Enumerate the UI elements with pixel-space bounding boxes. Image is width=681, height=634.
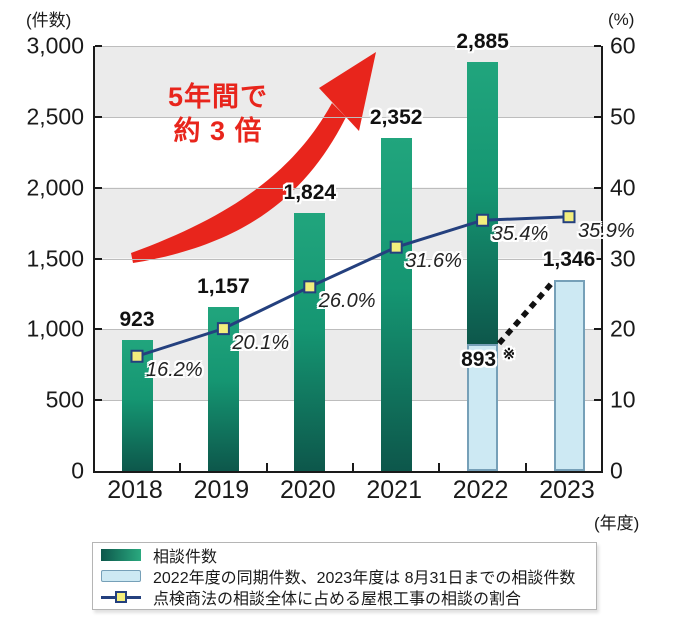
gridline — [95, 400, 601, 402]
left-axis-tick-label: 2,000 — [26, 174, 84, 201]
left-axis-tick-label: 1,000 — [26, 315, 84, 342]
right-axis-tick — [594, 328, 601, 331]
x-axis-tick — [179, 463, 182, 471]
right-axis-unit: (%) — [608, 10, 635, 29]
projection-dashed-arrow — [497, 280, 555, 346]
x-axis-category-label-2023: 2023 — [539, 476, 595, 504]
legend-item-ratio-line: 点検商法の相談全体に占める屋根工事の相談の割合 — [101, 588, 588, 608]
x-axis-category-label-2019: 2019 — [193, 476, 250, 504]
bar-value-label-2020: 1,824 — [283, 180, 337, 204]
growth-annotation-line1: 5年間で — [167, 82, 269, 112]
gridline — [95, 258, 601, 260]
left-axis-tick-label: 0 — [71, 457, 84, 484]
bar-consultations-2022 — [467, 62, 499, 345]
ratio-marker-2019 — [216, 322, 230, 336]
left-axis-tick — [95, 186, 102, 189]
ratio-marker-2023 — [562, 210, 576, 224]
x-axis-unit: (年度) — [594, 514, 640, 533]
plot-area: 923 1,157 1,824 2,352 2,885 1,346 893 ※ 16.2% 20.… — [93, 30, 635, 473]
ratio-value-label-2021: 31.6% — [405, 250, 462, 273]
right-axis-tick-label: 0 — [610, 457, 623, 484]
legend-label: 相談件数 — [153, 549, 218, 566]
ratio-line — [136, 215, 570, 358]
legend-label: 2022年度の同期件数、2023年度は 8月31日までの相談件数 — [153, 570, 576, 587]
left-axis-tick-label: 1,500 — [26, 245, 84, 271]
left-axis-tick — [95, 115, 102, 118]
bar-consultations-2020 — [294, 212, 326, 471]
gridline — [95, 116, 601, 118]
right-axis-tick-label: 10 — [610, 386, 636, 413]
left-axis-tick-label: 2,500 — [26, 103, 84, 130]
left-axis-tick — [95, 257, 102, 260]
right-axis-tick — [594, 257, 601, 260]
ratio-value-label-2018: 16.2% — [146, 359, 203, 382]
right-axis-tick-label: 30 — [610, 245, 636, 271]
ratio-marker-2018 — [130, 349, 144, 363]
bar-same-period-2023 — [553, 280, 585, 471]
right-axis-tick — [594, 186, 601, 189]
right-axis-tick-label: 60 — [610, 32, 636, 59]
ratio-marker-2020 — [303, 280, 317, 294]
left-axis-unit: (件数) — [26, 11, 72, 30]
x-axis-tick — [438, 463, 441, 471]
right-axis-tick-label: 20 — [610, 315, 636, 342]
left-axis-tick — [95, 45, 102, 47]
ratio-line-layer — [130, 210, 576, 363]
left-axis-tick-label: 500 — [45, 386, 84, 413]
left-axis-tick — [95, 399, 102, 402]
right-axis-tick — [594, 45, 601, 47]
note-mark: ※ — [502, 346, 516, 364]
bar-consultations-2021 — [380, 137, 412, 471]
gridline — [95, 187, 601, 189]
legend-box: 相談件数 2022年度の同期件数、2023年度は 8月31日までの相談件数 点検… — [92, 542, 597, 610]
ratio-marker-2022 — [476, 213, 490, 227]
left-axis-tick — [95, 328, 102, 331]
ratio-value-label-2019: 20.1% — [232, 331, 290, 354]
x-axis-tick — [524, 463, 527, 471]
green-bar-swatch-icon — [101, 549, 141, 561]
legend-item-consultations: 相談件数 — [101, 546, 588, 566]
bar-value-label-2021: 2,352 — [369, 105, 423, 129]
bar-same-period-2022 — [467, 344, 499, 471]
ratio-value-label-2022: 35.4% — [491, 223, 549, 246]
ratio-marker-2021 — [389, 240, 403, 254]
bar-value-label-2019: 1,157 — [197, 275, 250, 299]
right-axis-tick — [594, 115, 601, 118]
growth-arrow — [131, 52, 376, 263]
bar-value-label-2018: 923 — [119, 308, 155, 332]
legend-label: 点検商法の相談全体に占める屋根工事の相談の割合 — [153, 591, 522, 608]
legend-item-same-period: 2022年度の同期件数、2023年度は 8月31日までの相談件数 — [101, 567, 588, 587]
x-axis-category-label-2018: 2018 — [107, 476, 163, 504]
bar-value-label-2023: 1,346 — [542, 248, 596, 272]
x-axis-tick — [352, 463, 354, 471]
x-axis-category-label-2021: 2021 — [366, 476, 422, 504]
gridline — [95, 329, 601, 331]
growth-annotation-line2: 約 3 倍 — [173, 116, 263, 146]
ratio-value-label-2020: 26.0% — [318, 289, 376, 312]
bar-value-label-2022-same-period: 893 — [461, 348, 497, 372]
line-marker-swatch-icon — [101, 591, 141, 603]
x-axis-category-label-2022: 2022 — [452, 476, 509, 504]
growth-annotation: 5年間で 約 3 倍 — [148, 80, 288, 148]
right-axis-tick — [594, 399, 601, 402]
right-axis-tick-label: 40 — [610, 174, 636, 201]
x-axis-tick — [265, 463, 268, 471]
gridline — [95, 46, 601, 47]
ratio-value-label-2023: 35.9% — [578, 219, 635, 242]
x-axis-category-label-2020: 2020 — [279, 476, 336, 504]
left-axis-tick-label: 3,000 — [26, 32, 84, 59]
blue-bar-swatch-icon — [101, 570, 141, 582]
bar-value-label-2022: 2,885 — [456, 30, 509, 54]
right-axis-tick-label: 50 — [610, 103, 636, 130]
